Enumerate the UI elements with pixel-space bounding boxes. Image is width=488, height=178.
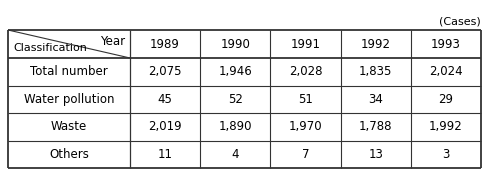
Text: 1992: 1992 bbox=[360, 38, 390, 51]
Text: 2,019: 2,019 bbox=[148, 120, 182, 133]
Text: 11: 11 bbox=[157, 148, 172, 161]
Text: 4: 4 bbox=[231, 148, 239, 161]
Text: 1,835: 1,835 bbox=[358, 65, 391, 78]
Text: Total number: Total number bbox=[30, 65, 108, 78]
Text: 1,992: 1,992 bbox=[428, 120, 462, 133]
Text: 1991: 1991 bbox=[290, 38, 320, 51]
Text: 2,024: 2,024 bbox=[428, 65, 462, 78]
Text: 1,788: 1,788 bbox=[358, 120, 392, 133]
Text: 1,946: 1,946 bbox=[218, 65, 252, 78]
Text: 13: 13 bbox=[367, 148, 383, 161]
Text: 1993: 1993 bbox=[430, 38, 460, 51]
Text: 3: 3 bbox=[441, 148, 448, 161]
Text: Year: Year bbox=[100, 35, 125, 48]
Text: 1989: 1989 bbox=[150, 38, 180, 51]
Text: 51: 51 bbox=[298, 93, 312, 106]
Text: 7: 7 bbox=[301, 148, 308, 161]
Text: Water pollution: Water pollution bbox=[24, 93, 114, 106]
Text: Others: Others bbox=[49, 148, 89, 161]
Text: 52: 52 bbox=[227, 93, 242, 106]
Text: Waste: Waste bbox=[51, 120, 87, 133]
Text: 34: 34 bbox=[367, 93, 383, 106]
Text: 1990: 1990 bbox=[220, 38, 250, 51]
Text: (Cases): (Cases) bbox=[438, 16, 480, 26]
Text: 2,028: 2,028 bbox=[288, 65, 322, 78]
Text: 29: 29 bbox=[438, 93, 452, 106]
Text: 45: 45 bbox=[157, 93, 172, 106]
Text: 2,075: 2,075 bbox=[148, 65, 182, 78]
Text: 1,970: 1,970 bbox=[288, 120, 322, 133]
Text: 1,890: 1,890 bbox=[218, 120, 251, 133]
Text: Classification: Classification bbox=[13, 43, 87, 53]
